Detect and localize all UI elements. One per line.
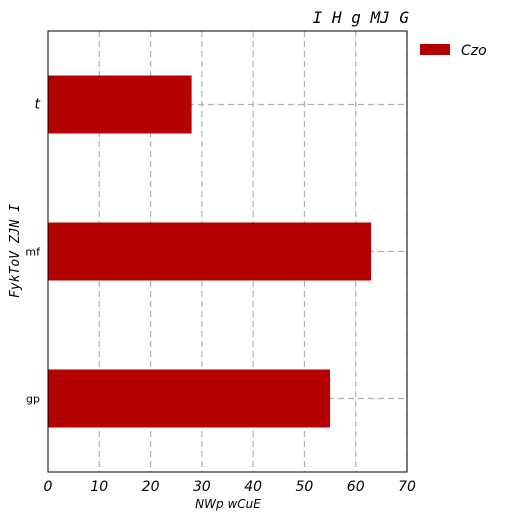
x-tick-labels: 0 10 20 30 40 50 60 70: [44, 479, 416, 495]
y-axis-label: FykToV ZJN I: [8, 204, 23, 298]
x-tick-label: 30: [193, 479, 211, 495]
bar-t: [48, 75, 192, 134]
y-category-label: mf: [25, 246, 41, 259]
x-tick-label: 10: [90, 479, 108, 495]
x-tick-label: 40: [244, 479, 262, 495]
legend-swatch: [420, 44, 450, 55]
x-tick-label: 70: [398, 479, 416, 495]
y-category-label: gp: [26, 393, 40, 406]
legend: Czo: [420, 43, 487, 59]
bar-mf: [48, 222, 372, 281]
chart-title: I H g MJ G: [313, 8, 410, 27]
bar-gp: [48, 369, 331, 428]
y-category-labels: t mf gp: [25, 97, 41, 406]
x-tick-label: 60: [347, 479, 365, 495]
x-axis-label: NWp wCuE: [195, 497, 261, 511]
x-tick-label: 0: [44, 479, 53, 495]
bars: [48, 75, 372, 428]
y-category-label: t: [35, 97, 41, 113]
x-tick-label: 50: [296, 479, 314, 495]
plot-frame: [47, 30, 408, 473]
x-tick-label: 20: [142, 479, 160, 495]
legend-label-czo: Czo: [461, 43, 487, 59]
